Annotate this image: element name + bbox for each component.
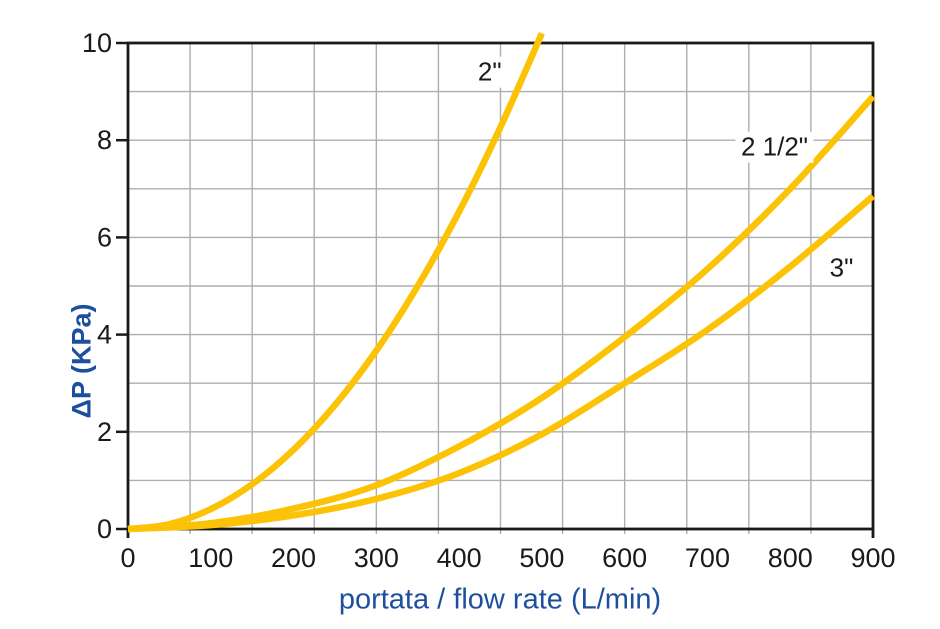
y-tick-label: 0 xyxy=(97,514,112,544)
y-tick-label: 2 xyxy=(97,417,112,447)
x-tick-label: 100 xyxy=(188,543,233,573)
curve-2 xyxy=(127,94,876,533)
x-tick-label: 700 xyxy=(685,543,730,573)
y-axis-title: ΔP (KPa) xyxy=(66,303,97,419)
x-tick-label: 200 xyxy=(271,543,316,573)
x-tick-label: 900 xyxy=(850,543,895,573)
x-tick-label: 400 xyxy=(437,543,482,573)
x-tick-label: 800 xyxy=(768,543,813,573)
x-tick-label: 300 xyxy=(354,543,399,573)
curve-label-2: 2 1/2" xyxy=(735,132,814,163)
curve-1 xyxy=(127,31,545,533)
x-tick-label: 500 xyxy=(519,543,564,573)
x-tick-label: 0 xyxy=(120,543,135,573)
y-tick-label: 6 xyxy=(97,222,112,252)
curve-label-3: 3" xyxy=(824,252,859,284)
y-tick-label: 4 xyxy=(97,320,112,350)
curve-3 xyxy=(127,193,876,533)
y-tick-label: 10 xyxy=(82,28,112,58)
plot-border xyxy=(126,41,875,531)
y-tick-label: 8 xyxy=(97,125,112,155)
curve-label-1: 2" xyxy=(472,56,507,88)
x-tick-label: 600 xyxy=(602,543,647,573)
x-axis-title: portata / flow rate (L/min) xyxy=(338,583,662,616)
